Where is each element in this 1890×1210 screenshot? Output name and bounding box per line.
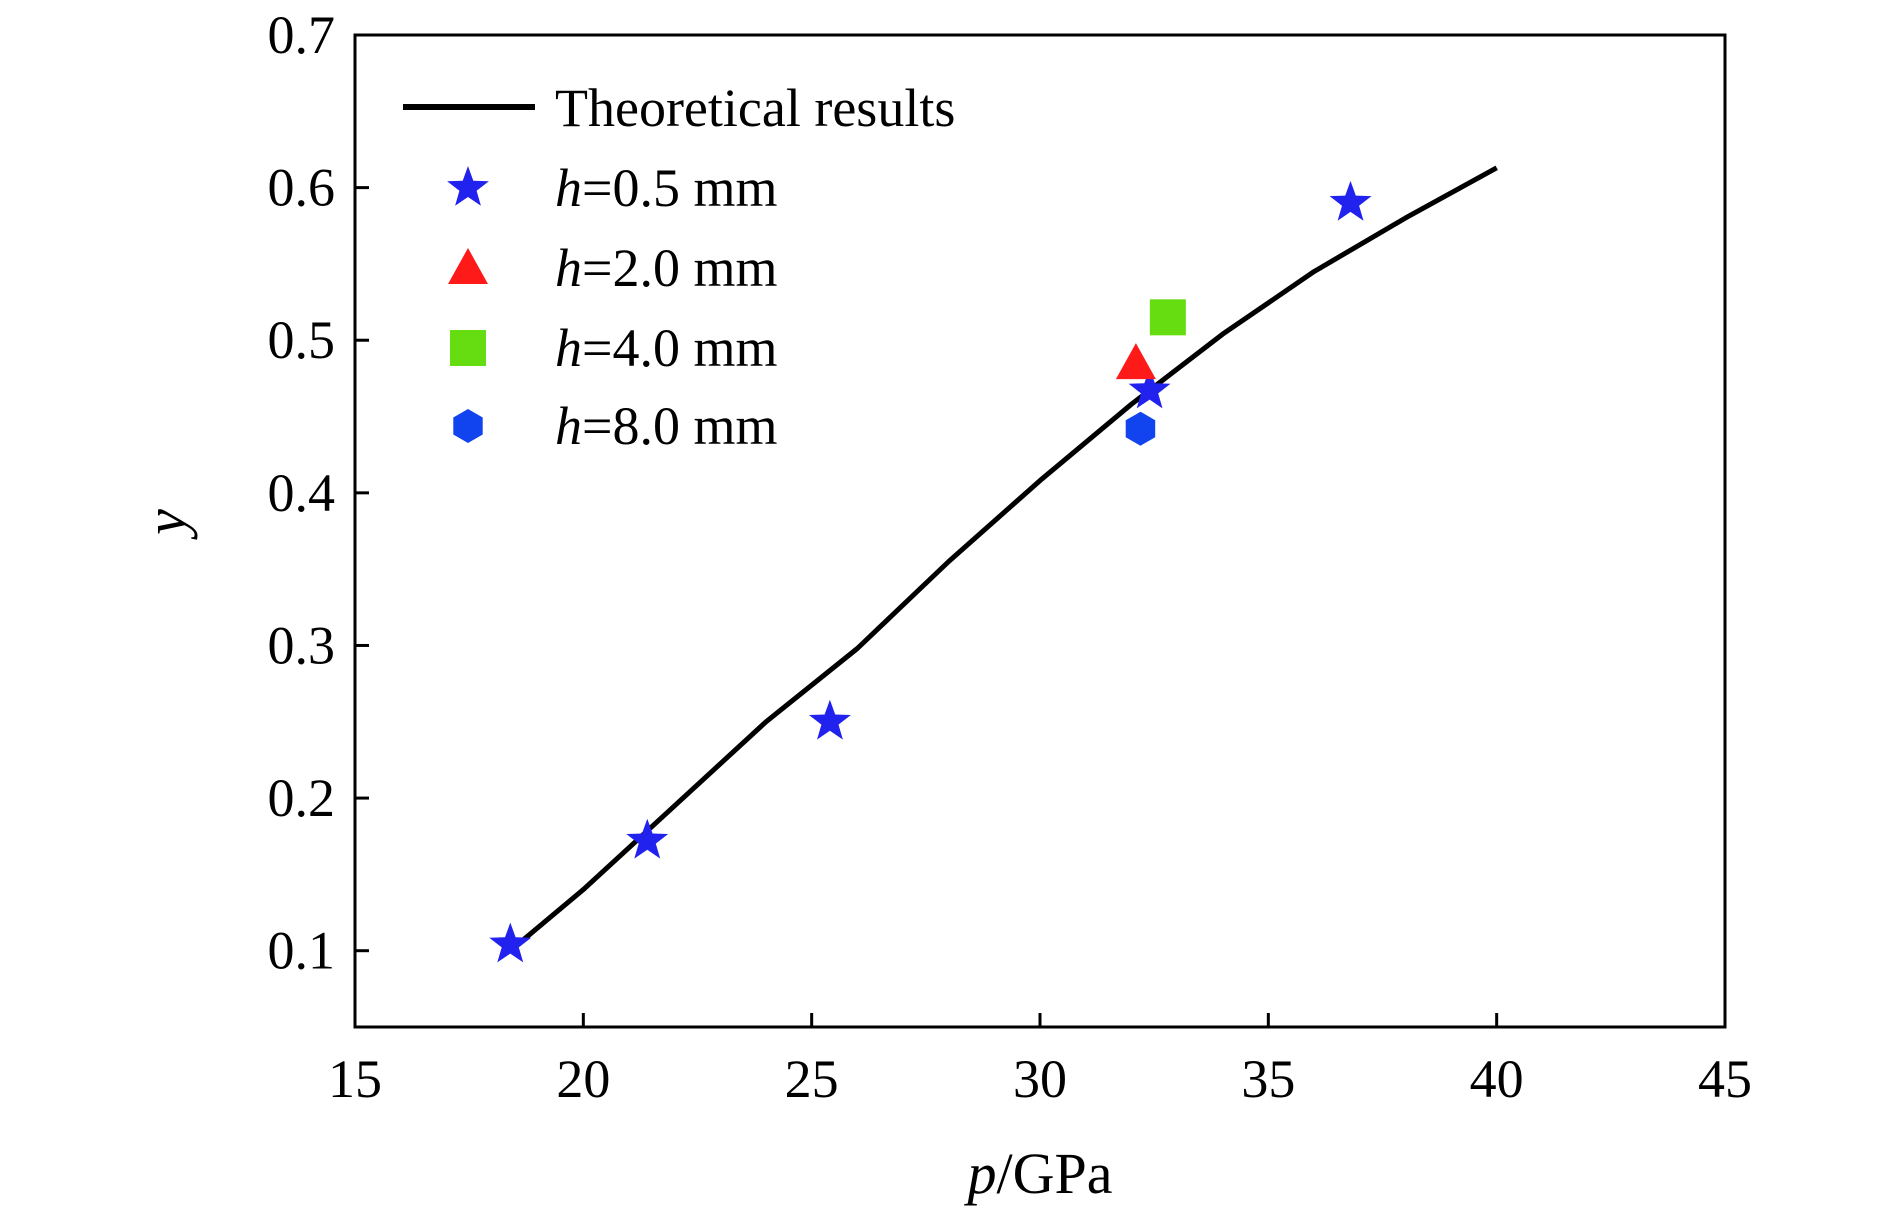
legend-label-value: =8.0 mm (582, 396, 777, 456)
legend-label: h=8.0 mm (555, 396, 777, 456)
x-tick-label: 40 (1470, 1049, 1524, 1109)
legend-label-var: h (555, 318, 582, 378)
y-tick-label: 0.4 (268, 463, 336, 523)
y-axis-label: y (133, 509, 198, 540)
scatter-series-4 (1125, 411, 1156, 446)
y-tick-label: 0.6 (268, 158, 336, 218)
y-tick-label: 0.1 (268, 921, 336, 981)
legend-label: Theoretical results (555, 78, 955, 138)
legend-label-value: =2.0 mm (582, 238, 777, 298)
legend-label-value: =4.0 mm (582, 318, 777, 378)
data-point (1149, 299, 1186, 336)
legend-marker (453, 409, 483, 443)
x-tick-label: 45 (1698, 1049, 1752, 1109)
x-tick-label: 30 (1013, 1049, 1067, 1109)
y-tick-label: 0.7 (268, 5, 336, 65)
scatter-series-2 (1115, 343, 1156, 380)
axis-ticks: 15 20 25 30 35 40 45 0.1 0.2 0.3 0.4 0.5 0.6 0.7 (268, 5, 1753, 1109)
legend-label-var: h (555, 238, 582, 298)
data-point (1128, 368, 1171, 409)
legend-label-var: h (555, 396, 582, 456)
data-point (809, 699, 851, 740)
x-axis-label: p/GPa (964, 1141, 1113, 1206)
x-tick-label: 35 (1241, 1049, 1295, 1109)
data-point (489, 922, 532, 963)
y-tick-label: 0.2 (268, 768, 336, 828)
x-axis-label-var: p (964, 1141, 997, 1206)
legend-marker (447, 166, 489, 206)
data-point (1115, 343, 1156, 380)
legend-label: h=0.5 mm (555, 158, 777, 218)
legend-entry: h=0.5 mm (447, 158, 777, 218)
legend-label-var: h (555, 158, 582, 218)
scatter-series-1 (489, 180, 1372, 963)
data-series (489, 165, 1498, 963)
x-axis-label-unit: /GPa (997, 1141, 1113, 1206)
y-tick-label: 0.3 (268, 615, 336, 675)
x-tick-label: 15 (328, 1049, 382, 1109)
legend-label-value: =0.5 mm (582, 158, 777, 218)
legend-entry: h=2.0 mm (448, 238, 777, 298)
scatter-series-3 (1149, 299, 1186, 336)
legend-marker (450, 330, 486, 366)
series-0 (517, 165, 1498, 946)
theoretical-line (517, 165, 1498, 946)
x-tick-label: 25 (785, 1049, 839, 1109)
legend-label: h=2.0 mm (555, 238, 777, 298)
x-tick-label: 20 (556, 1049, 610, 1109)
legend-entry: h=8.0 mm (453, 396, 777, 456)
legend-entry: h=4.0 mm (450, 318, 777, 378)
legend-marker (448, 248, 488, 284)
legend-entry: Theoretical results (403, 78, 955, 138)
data-point (1125, 411, 1156, 446)
y-tick-label: 0.5 (268, 310, 336, 370)
data-point (1329, 180, 1372, 221)
legend-label: h=4.0 mm (555, 318, 777, 378)
data-point (626, 818, 669, 859)
